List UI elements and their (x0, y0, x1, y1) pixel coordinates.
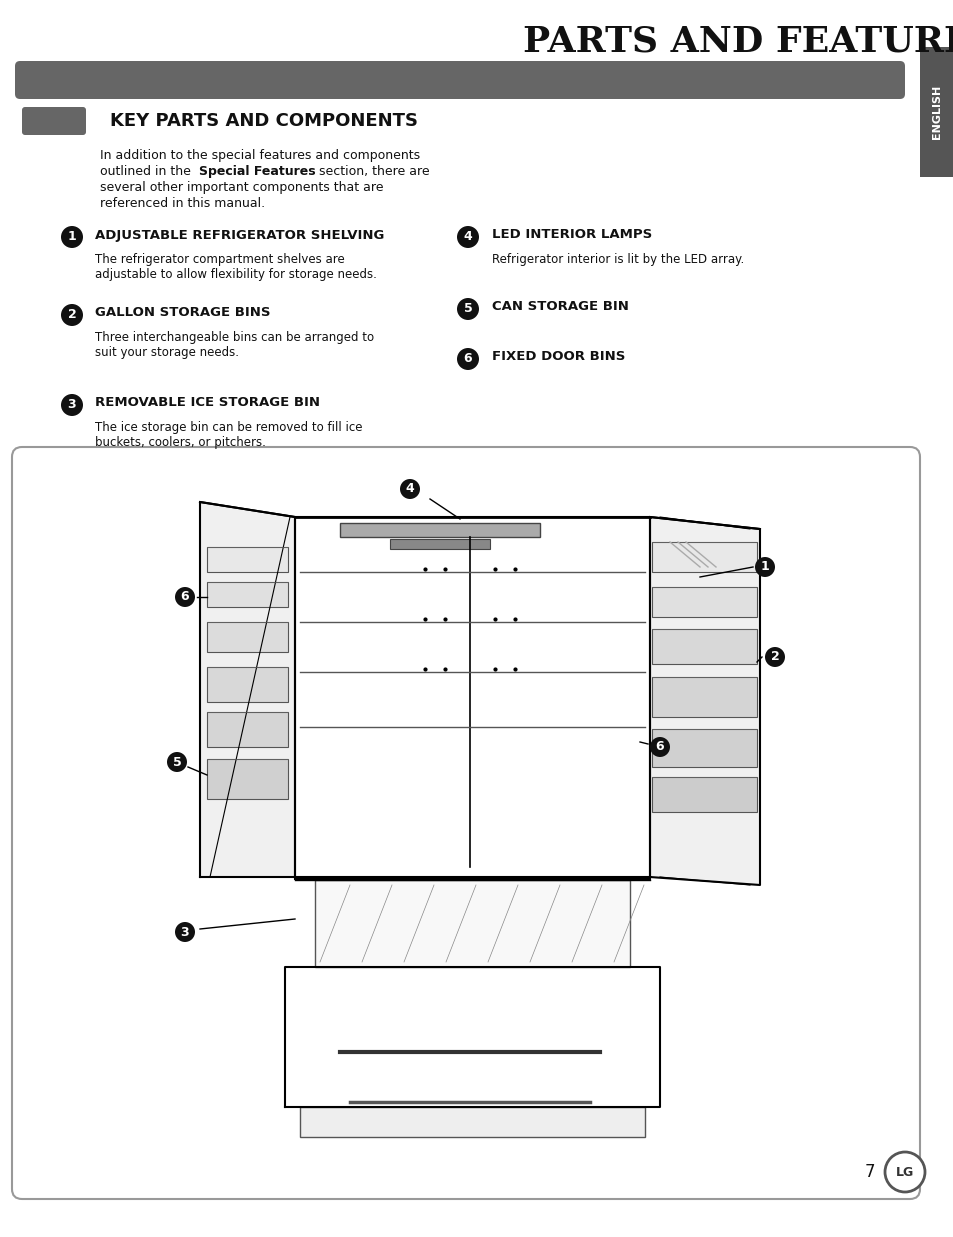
Text: 6: 6 (180, 590, 189, 604)
Circle shape (456, 226, 478, 247)
Text: ADJUSTABLE REFRIGERATOR SHELVING: ADJUSTABLE REFRIGERATOR SHELVING (95, 229, 384, 241)
Text: outlined in the: outlined in the (100, 165, 194, 178)
Circle shape (764, 647, 784, 667)
Polygon shape (200, 502, 294, 877)
Text: 4: 4 (405, 482, 414, 496)
Bar (651, 777, 757, 811)
Text: LG: LG (895, 1165, 913, 1179)
Text: several other important components that are: several other important components that … (100, 181, 383, 194)
Text: 2: 2 (770, 651, 779, 663)
FancyBboxPatch shape (22, 106, 86, 135)
Text: In addition to the special features and components: In addition to the special features and … (100, 148, 419, 162)
Text: 4: 4 (463, 230, 472, 244)
Bar (207, 713, 288, 747)
Text: referenced in this manual.: referenced in this manual. (100, 197, 265, 210)
Text: 5: 5 (172, 756, 181, 768)
Bar (651, 677, 757, 717)
Bar (207, 581, 288, 607)
Text: 3: 3 (180, 925, 189, 939)
Bar (390, 539, 490, 549)
Circle shape (61, 226, 83, 247)
Text: Refrigerator interior is lit by the LED array.: Refrigerator interior is lit by the LED … (492, 254, 743, 266)
Circle shape (61, 304, 83, 327)
Circle shape (61, 395, 83, 416)
Text: 5: 5 (463, 303, 472, 315)
Circle shape (456, 348, 478, 370)
Text: Three interchangeable bins can be arranged to
suit your storage needs.: Three interchangeable bins can be arrang… (95, 332, 374, 359)
Polygon shape (649, 517, 760, 884)
Bar (207, 622, 288, 652)
Circle shape (167, 752, 187, 772)
Circle shape (174, 588, 194, 607)
Text: Special Features: Special Features (199, 165, 315, 178)
Text: REMOVABLE ICE STORAGE BIN: REMOVABLE ICE STORAGE BIN (95, 397, 319, 409)
Circle shape (884, 1152, 924, 1192)
Text: 7: 7 (863, 1163, 874, 1181)
Bar (651, 588, 757, 617)
Bar (314, 880, 629, 967)
Text: section, there are: section, there are (314, 165, 429, 178)
Text: 6: 6 (463, 353, 472, 365)
Text: KEY PARTS AND COMPONENTS: KEY PARTS AND COMPONENTS (110, 113, 417, 130)
Bar (207, 547, 288, 571)
Bar (651, 542, 757, 571)
Text: FIXED DOOR BINS: FIXED DOOR BINS (492, 350, 625, 364)
FancyBboxPatch shape (15, 61, 904, 99)
Bar (299, 1107, 644, 1137)
Bar (207, 760, 288, 799)
Circle shape (649, 737, 669, 757)
Bar (651, 729, 757, 767)
Text: The refrigerator compartment shelves are
adjustable to allow flexibility for sto: The refrigerator compartment shelves are… (95, 254, 376, 281)
Text: 1: 1 (760, 560, 768, 574)
Text: ENGLISH: ENGLISH (931, 85, 941, 139)
Text: 2: 2 (68, 308, 76, 322)
Text: GALLON STORAGE BINS: GALLON STORAGE BINS (95, 307, 271, 319)
FancyBboxPatch shape (12, 447, 919, 1199)
Text: 1: 1 (68, 230, 76, 244)
Bar (919, 47, 953, 177)
Circle shape (754, 557, 774, 576)
Text: 6: 6 (655, 741, 663, 753)
Bar (207, 667, 288, 703)
Circle shape (174, 922, 194, 943)
Text: CAN STORAGE BIN: CAN STORAGE BIN (492, 301, 628, 313)
Text: PARTS AND FEATURES: PARTS AND FEATURES (522, 25, 953, 59)
Text: LED INTERIOR LAMPS: LED INTERIOR LAMPS (492, 229, 652, 241)
Bar (651, 628, 757, 664)
Bar (339, 523, 539, 537)
Circle shape (456, 298, 478, 320)
Text: The ice storage bin can be removed to fill ice
buckets, coolers, or pitchers.: The ice storage bin can be removed to fi… (95, 421, 362, 449)
Text: 3: 3 (68, 398, 76, 412)
Circle shape (399, 479, 419, 499)
